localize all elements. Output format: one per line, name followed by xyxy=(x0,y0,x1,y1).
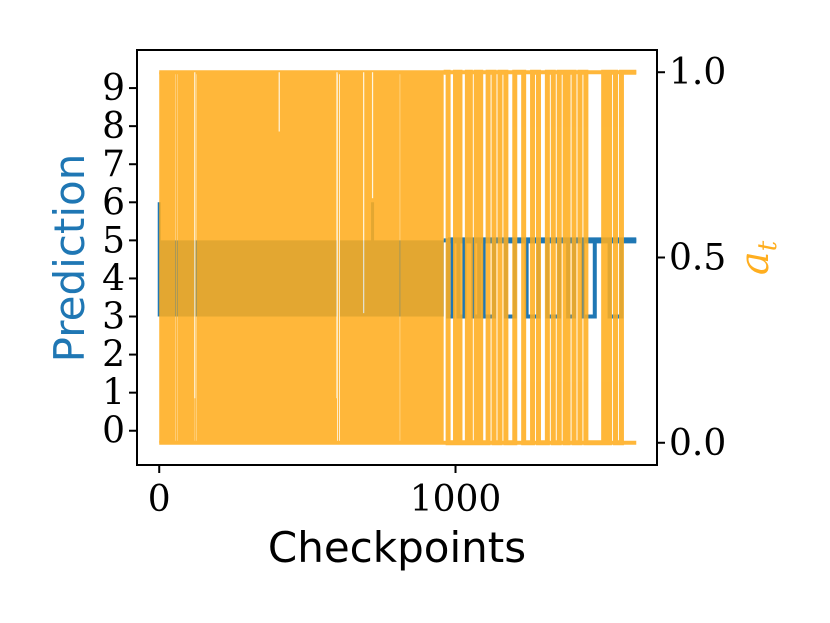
x-ticks: 0 1000 xyxy=(148,465,502,520)
y-tick-label-3: 3 xyxy=(102,297,125,338)
y-ticks-right: 0.0 0.5 1.0 xyxy=(657,52,726,464)
a-t-block-2 xyxy=(196,72,337,443)
a-t-block-4 xyxy=(401,72,444,443)
a-t-block-0 xyxy=(159,72,176,443)
a-t-block-1 xyxy=(177,72,195,443)
y-tick-label-4: 4 xyxy=(102,258,125,299)
series-a-t xyxy=(159,69,637,446)
y-tick-label-7: 7 xyxy=(102,144,125,185)
y-tick-label-8: 8 xyxy=(102,106,125,147)
x-tick-label-0: 0 xyxy=(148,479,171,520)
y-tick-label-5: 5 xyxy=(102,220,125,261)
y-axis-label-right: at xyxy=(732,240,783,275)
x-tick-label-1000: 1000 xyxy=(410,479,502,520)
y-axis-label-left: Prediction xyxy=(45,154,94,363)
a-t-block-3 xyxy=(339,72,400,443)
plot-area xyxy=(157,69,637,446)
y-right-tick-label-1: 1.0 xyxy=(669,52,726,93)
y-right-tick-label-0.5: 0.5 xyxy=(669,238,726,279)
x-axis-label: Checkpoints xyxy=(268,523,526,572)
a-t-line xyxy=(443,69,637,446)
y-right-tick-label-0: 0.0 xyxy=(669,423,726,464)
y-tick-label-6: 6 xyxy=(102,182,125,223)
y-tick-label-1: 1 xyxy=(102,373,125,414)
y-axis-label-right-sub: t xyxy=(753,240,783,251)
y-tick-label-0: 0 xyxy=(102,411,125,452)
y-tick-label-2: 2 xyxy=(102,335,125,376)
y-tick-label-9: 9 xyxy=(102,68,125,109)
y-axis-label-right-main: a xyxy=(732,251,778,275)
